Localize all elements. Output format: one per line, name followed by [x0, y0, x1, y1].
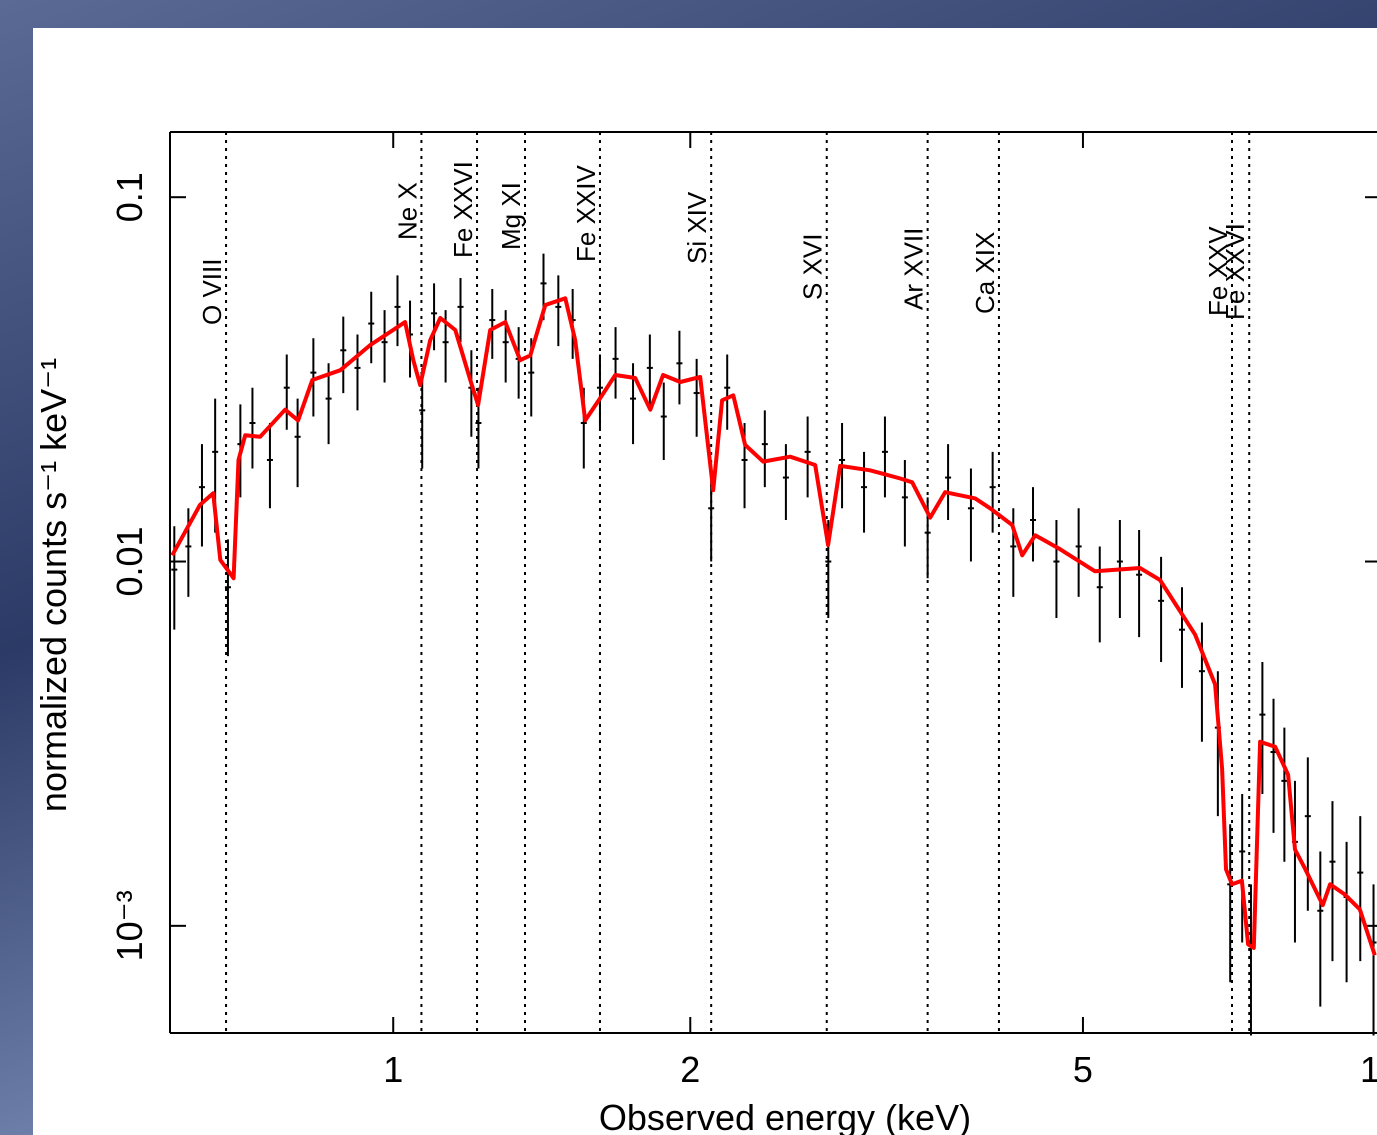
line-label: Ca XIX: [970, 232, 1000, 314]
model-line: [170, 296, 1377, 956]
y-tick-label: 0.01: [109, 526, 150, 596]
x-axis-label: Observed energy (keV): [599, 1097, 971, 1135]
line-label: Mg XI: [496, 182, 526, 250]
line-label: Fe XXV: [1203, 226, 1233, 316]
line-label: Fe XXIV: [571, 165, 601, 262]
plot-panel: [33, 28, 1377, 1135]
line-label: Si XIV: [682, 191, 712, 264]
line-label: Ne X: [392, 182, 422, 240]
line-label: O VIII: [197, 259, 227, 325]
line-label: S XVI: [798, 234, 828, 300]
x-tick-label: 1: [383, 1049, 403, 1090]
line-label: Ar XVII: [899, 228, 929, 310]
y-tick-label: 10⁻³: [109, 890, 150, 961]
x-tick-label: 5: [1073, 1049, 1093, 1090]
y-tick-label: 0.1: [109, 172, 150, 222]
x-tick-label: 2: [680, 1049, 700, 1090]
line-label: Fe XXVI: [448, 161, 478, 258]
x-tick-label: 10: [1360, 1049, 1377, 1090]
line-label: Fe XXVI: [1220, 223, 1250, 320]
y-axis-label: normalized counts s⁻¹ keV⁻¹: [33, 358, 74, 812]
